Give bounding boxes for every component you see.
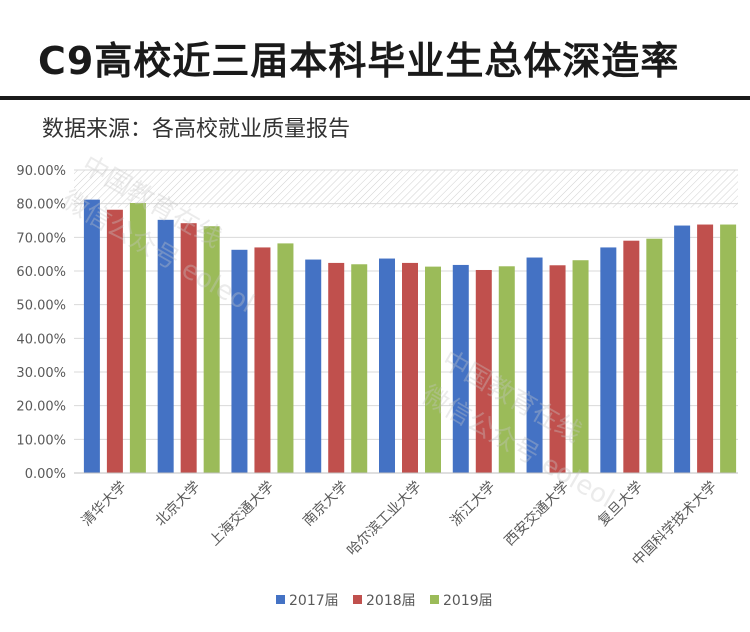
bar [157,219,174,473]
legend-swatch [276,595,285,604]
bar [305,259,322,473]
title-divider [0,96,750,100]
y-tick-label: 40.00% [16,332,66,347]
y-tick-label: 0.00% [25,467,66,482]
bar [231,249,248,473]
data-source-subtitle: 数据来源：各高校就业质量报告 [42,117,351,142]
y-axis: 0.00% 10.00% 20.00% 30.00% 40.00% 50.00% 60.00… [16,164,66,482]
bar [254,247,271,473]
bar [475,269,492,473]
legend-swatch [353,595,362,604]
y-tick-label: 80.00% [16,198,66,213]
bar [379,258,395,473]
y-tick-label: 20.00% [16,400,66,415]
x-tick-label: 清华大学 [79,479,130,530]
bar [674,225,691,473]
y-tick-label: 10.00% [16,433,66,448]
bar [623,240,640,473]
x-tick-label: 北京大学 [153,479,204,530]
plot-area-background [74,170,738,208]
x-tick-label: 浙江大学 [448,479,499,530]
legend-label: 2018届 [366,593,416,609]
bar [129,202,146,473]
bar [351,264,368,473]
y-tick-label: 30.00% [16,366,66,381]
bar [452,264,469,473]
bar [549,265,566,473]
bar [697,224,714,473]
bar [600,247,617,473]
legend-label: 2017届 [289,593,339,609]
x-tick-label: 哈尔滨工业大学 [344,479,425,560]
bar [328,262,345,473]
y-tick-label: 60.00% [16,265,66,280]
bar [646,238,663,473]
x-tick-label: 上海交通大学 [206,478,277,549]
y-tick-label: 50.00% [16,299,66,314]
y-tick-label: 90.00% [16,164,66,179]
bar [572,260,589,473]
bar [203,226,220,473]
bar [402,262,418,473]
legend: 2017届 2018届 2019届 [276,593,493,609]
bar [720,224,737,473]
page-title: C9高校近三届本科毕业生总体深造率 [38,39,680,83]
legend-swatch [430,595,439,604]
bars [83,199,737,474]
bar [83,199,100,474]
bar [106,209,123,473]
y-tick-label: 70.00% [16,231,66,246]
bar [425,266,441,473]
legend-label: 2019届 [443,593,493,609]
bar [277,243,294,473]
bar [526,257,543,473]
bar [180,223,197,473]
bar [498,266,515,473]
x-tick-label: 南京大学 [300,479,351,530]
